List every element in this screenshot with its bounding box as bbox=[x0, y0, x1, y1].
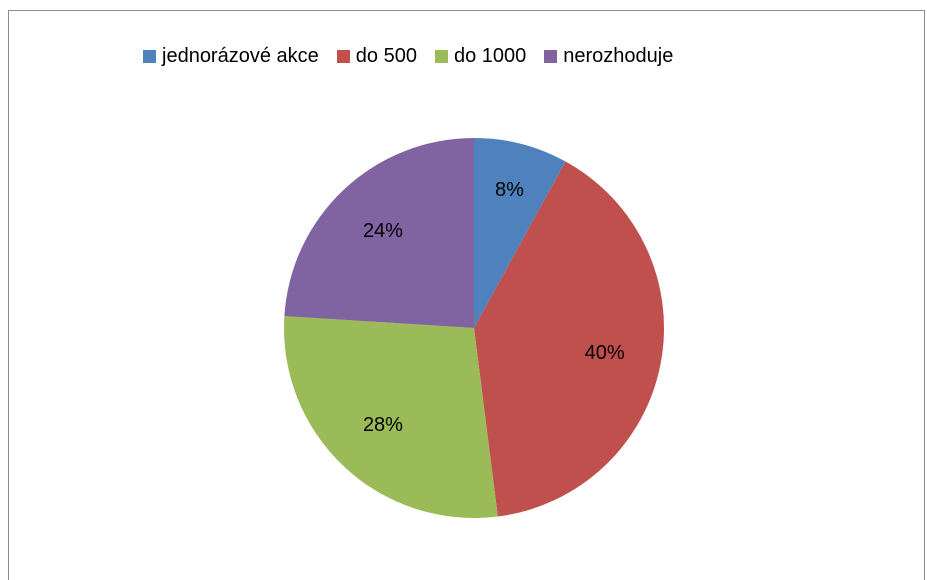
legend-item-do-1000: do 1000 bbox=[434, 44, 527, 68]
legend-item-nerozhoduje: nerozhoduje bbox=[544, 45, 673, 68]
legend-swatch-do-500 bbox=[336, 49, 350, 63]
slice-label-jednorazove-akce: 8% bbox=[495, 179, 524, 201]
pie-slice-do-1000 bbox=[283, 316, 498, 518]
slice-label-nerozhoduje: 24% bbox=[363, 220, 403, 242]
pie-slice-do-500 bbox=[474, 161, 664, 517]
legend: jednorázové akce do 500 do 1000 nerozhod… bbox=[143, 44, 673, 68]
pie-slice-jednorazove-akce bbox=[474, 138, 566, 328]
legend-label-do-500: do 500 bbox=[355, 44, 417, 67]
pie-slice-nerozhoduje bbox=[284, 138, 474, 328]
legend-item-jednorazove-akce: jednorázové akce bbox=[143, 45, 319, 68]
legend-label-do-1000: do 1000 bbox=[453, 44, 527, 67]
legend-label-nerozhoduje: nerozhoduje bbox=[563, 44, 674, 67]
legend-swatch-jednorazove-akce bbox=[143, 49, 156, 63]
legend-label-jednorazove-akce: jednorázové akce bbox=[162, 44, 319, 67]
slice-label-do-1000: 28% bbox=[363, 414, 403, 436]
legend-item-do-500: do 500 bbox=[336, 44, 417, 68]
legend-swatch-do-1000 bbox=[434, 49, 448, 63]
legend-swatch-nerozhoduje bbox=[544, 49, 558, 63]
slice-label-do-500: 40% bbox=[585, 342, 625, 364]
